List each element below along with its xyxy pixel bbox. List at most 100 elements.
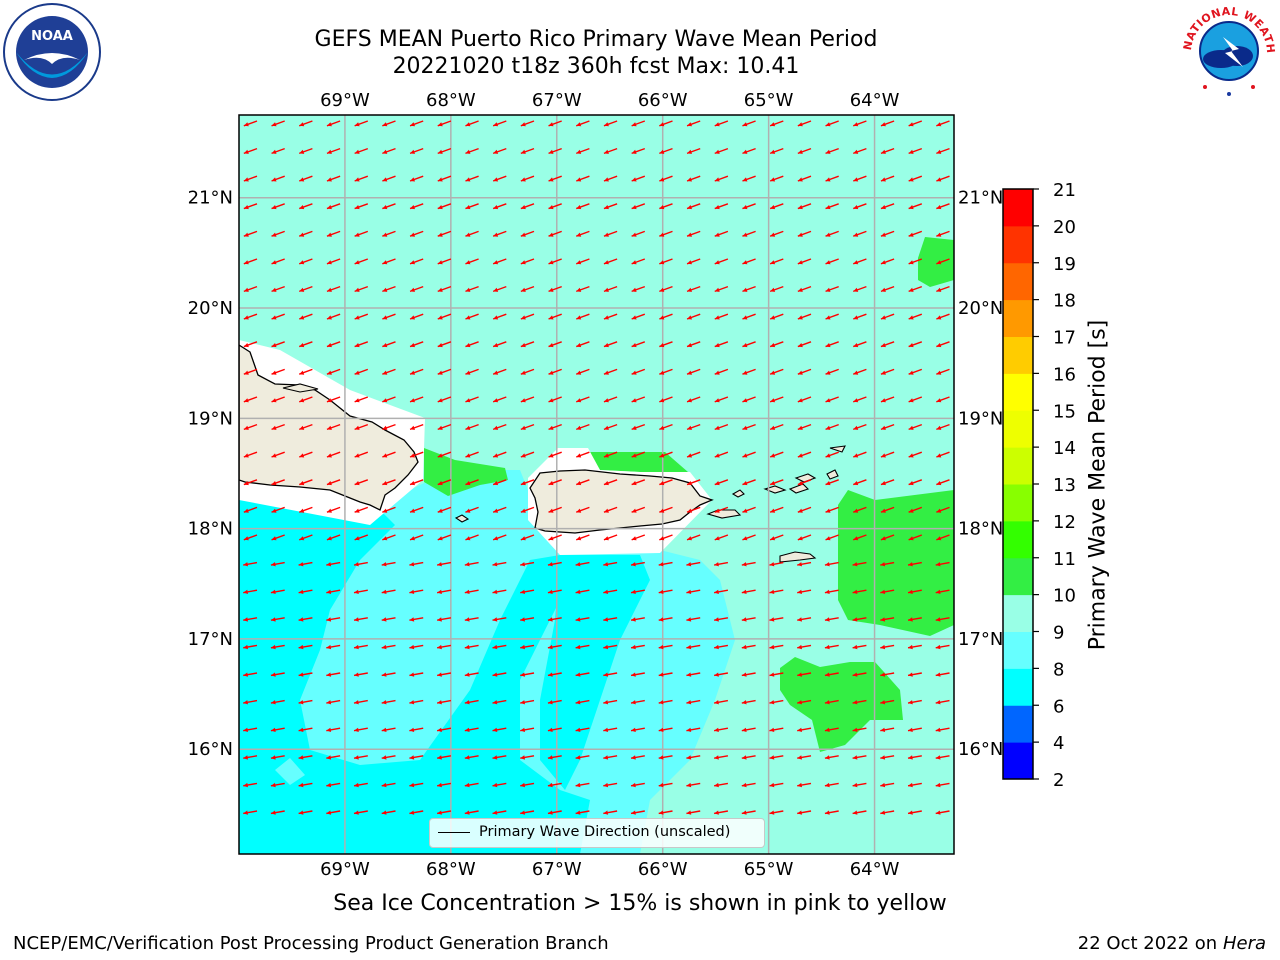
wave-vector bbox=[659, 534, 673, 541]
wave-vector bbox=[658, 727, 673, 732]
wave-vector bbox=[825, 479, 839, 486]
wave-vector bbox=[520, 727, 535, 732]
period-band-8-9-inner bbox=[275, 758, 305, 785]
wave-vector bbox=[520, 451, 535, 458]
wave-vector bbox=[686, 147, 701, 155]
land-st-thomas bbox=[763, 485, 787, 494]
wave-vector bbox=[741, 672, 756, 677]
wave-vector bbox=[797, 534, 812, 541]
wave-vector bbox=[658, 617, 673, 622]
wave-vector bbox=[409, 644, 424, 650]
wave-vector bbox=[797, 561, 812, 567]
wave-vector bbox=[713, 810, 729, 815]
wave-vector bbox=[631, 230, 646, 237]
period-band-10-11-northeast bbox=[918, 237, 954, 287]
wave-vector bbox=[464, 672, 479, 677]
wave-vector bbox=[492, 451, 507, 458]
wave-vector bbox=[409, 258, 424, 265]
wave-vector bbox=[270, 755, 285, 760]
lat-tick-label: 20°N bbox=[958, 298, 1003, 319]
wave-vector bbox=[520, 147, 535, 155]
wave-vector bbox=[630, 617, 645, 622]
wave-vector bbox=[603, 258, 618, 265]
wave-vector bbox=[409, 423, 424, 431]
wave-vector bbox=[271, 423, 285, 431]
wave-vector bbox=[243, 782, 258, 788]
legend-line-symbol bbox=[438, 832, 470, 833]
wave-vector bbox=[630, 782, 645, 788]
wave-vector bbox=[382, 120, 396, 127]
wave-vector bbox=[326, 451, 341, 458]
wave-vector bbox=[382, 479, 396, 486]
colorbar-swatch bbox=[1003, 742, 1033, 780]
wave-vector bbox=[603, 506, 618, 513]
wave-vector bbox=[907, 589, 922, 594]
wave-vector bbox=[686, 258, 701, 265]
lat-tick-label: 20°N bbox=[188, 298, 233, 319]
wave-vector bbox=[769, 699, 784, 705]
wave-vector bbox=[797, 699, 812, 705]
wave-vector bbox=[520, 534, 535, 541]
wave-vector bbox=[880, 699, 895, 705]
colorbar-tick-label: 2 bbox=[1053, 770, 1064, 791]
wave-vector bbox=[465, 258, 479, 265]
wave-vector bbox=[270, 672, 285, 677]
wave-vector bbox=[381, 561, 396, 567]
chart-subtitle-run-info: 20221020 t18z 360h fcst Max: 10.41 bbox=[392, 54, 800, 79]
wave-vector bbox=[575, 644, 590, 650]
wave-vector bbox=[437, 258, 452, 265]
wave-vector bbox=[520, 313, 535, 320]
wave-vector bbox=[907, 782, 922, 788]
lat-tick-label: 21°N bbox=[958, 188, 1003, 209]
wave-vector bbox=[354, 423, 369, 431]
wave-vector bbox=[520, 258, 535, 265]
wave-vector bbox=[631, 451, 646, 458]
wave-vector bbox=[548, 147, 562, 155]
wave-vector bbox=[465, 230, 479, 237]
wave-vector bbox=[907, 810, 922, 815]
wave-vector bbox=[853, 479, 867, 486]
colorbar: 2 4 6 8 9 10 11 12 13 14 15 16 17 18 19 20 21 bbox=[1002, 180, 1076, 791]
footer-machine: Hera bbox=[1222, 933, 1266, 954]
lon-tick-label: 68°W bbox=[426, 859, 476, 880]
noaa-logo-text: NOAA bbox=[31, 29, 73, 44]
wave-vector bbox=[326, 230, 341, 237]
wave-vector bbox=[908, 120, 923, 127]
wave-vector bbox=[436, 672, 452, 677]
wave-vector bbox=[243, 672, 258, 677]
wave-vector bbox=[631, 285, 646, 293]
wave-vector bbox=[714, 313, 729, 320]
wave-vector bbox=[936, 534, 950, 541]
wave-vector bbox=[853, 423, 867, 431]
wave-vector bbox=[547, 727, 562, 732]
wave-vector bbox=[797, 203, 812, 210]
wave-vector bbox=[299, 203, 313, 210]
wave-vector bbox=[797, 755, 812, 760]
wave-vector bbox=[298, 810, 313, 815]
wave-vector bbox=[520, 368, 535, 375]
colorbar-tick-label: 10 bbox=[1053, 586, 1076, 607]
wave-vector bbox=[437, 313, 452, 320]
wave-vector bbox=[797, 396, 812, 403]
land-tortuga bbox=[282, 383, 319, 393]
wave-vector bbox=[907, 644, 922, 650]
wave-vector bbox=[686, 727, 701, 732]
wave-vector bbox=[243, 617, 258, 622]
wave-vector bbox=[298, 755, 313, 760]
sea-ice-note: Sea Ice Concentration > 15% is shown in … bbox=[333, 891, 947, 916]
wave-vector bbox=[326, 782, 341, 788]
wave-vector bbox=[576, 258, 590, 265]
lon-tick-label: 66°W bbox=[638, 859, 688, 880]
map-legend: Primary Wave Direction (unscaled) bbox=[429, 818, 765, 848]
wave-vector bbox=[271, 479, 285, 486]
wave-vector bbox=[409, 755, 424, 760]
wave-vector bbox=[547, 755, 562, 760]
wave-vector bbox=[576, 230, 590, 237]
wave-vector bbox=[769, 368, 784, 375]
wave-vector bbox=[520, 423, 535, 431]
wave-vector bbox=[825, 368, 839, 375]
wave-vector bbox=[299, 368, 313, 375]
wave-vector bbox=[603, 755, 618, 760]
wave-vector bbox=[880, 672, 895, 677]
wave-vector bbox=[547, 589, 562, 594]
